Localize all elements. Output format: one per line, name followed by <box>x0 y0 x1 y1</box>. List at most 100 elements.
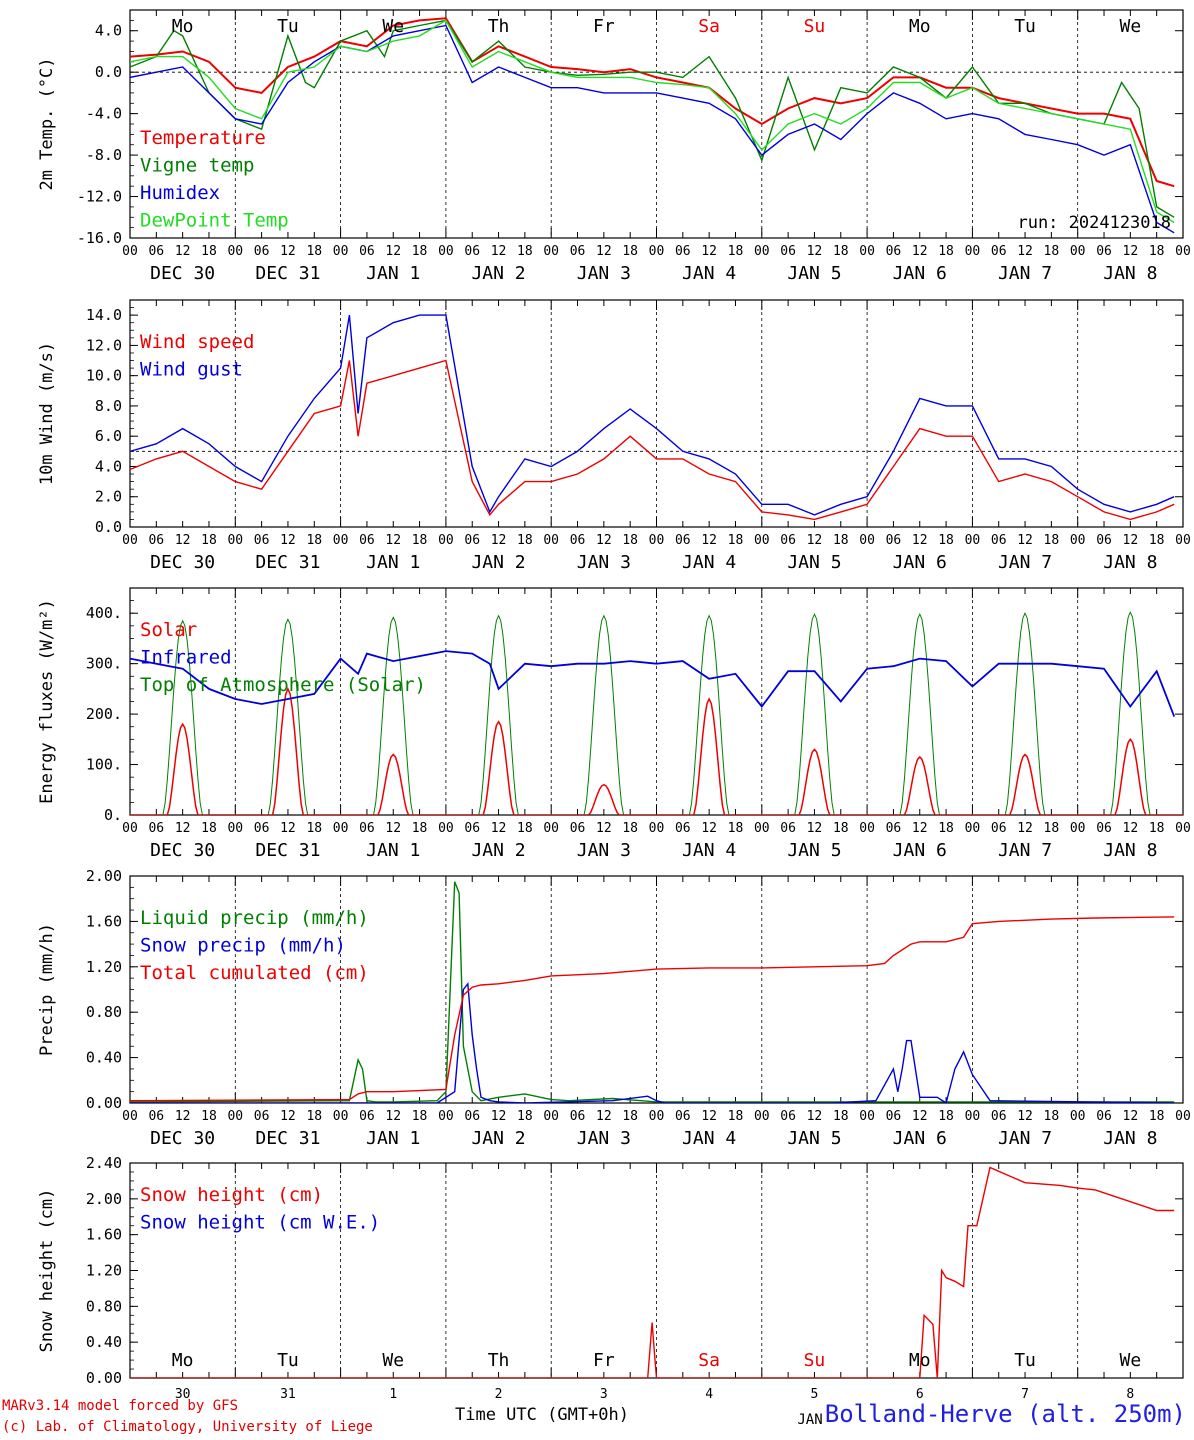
hour-label: 18 <box>1149 244 1165 259</box>
date-label: JAN 8 <box>1103 840 1157 861</box>
weekday-label: Su <box>804 1350 826 1371</box>
hour-label: 18 <box>938 1109 954 1124</box>
hour-label: 00 <box>122 821 138 836</box>
hour-label: 06 <box>359 1109 375 1124</box>
date-label: JAN 1 <box>366 552 420 573</box>
hour-label: 06 <box>1096 533 1112 548</box>
hour-label: 00 <box>649 821 665 836</box>
series-line <box>130 881 1175 1103</box>
legend-entry: DewPoint Temp <box>140 210 289 232</box>
weekday-label: We <box>1120 16 1142 37</box>
legend-entry: Snow height (cm W.E.) <box>140 1212 380 1234</box>
hour-label: 00 <box>1070 1109 1086 1124</box>
hour-label: 18 <box>517 533 533 548</box>
hour-label: 00 <box>965 244 981 259</box>
hour-label: 06 <box>464 1109 480 1124</box>
day-number-label: 1 <box>389 1387 397 1402</box>
hour-label: 06 <box>886 533 902 548</box>
date-label: JAN 3 <box>577 1128 631 1149</box>
hour-label: 18 <box>833 821 849 836</box>
hour-label: 00 <box>859 244 875 259</box>
hour-label: 00 <box>649 533 665 548</box>
y-tick-label: -16.0 <box>77 229 122 247</box>
hour-label: 00 <box>649 1109 665 1124</box>
date-label: JAN 5 <box>787 1128 841 1149</box>
date-label: JAN 4 <box>682 1128 736 1149</box>
time-axis-title: Time UTC (GMT+0h) <box>455 1405 629 1425</box>
hour-label: 12 <box>175 533 191 548</box>
hour-label: 00 <box>333 1109 349 1124</box>
hour-label: 00 <box>227 1109 243 1124</box>
hour-label: 18 <box>201 533 217 548</box>
hour-label: 18 <box>1044 533 1060 548</box>
y-tick-label: 14.0 <box>86 306 122 324</box>
hour-label: 12 <box>175 821 191 836</box>
hour-label: 18 <box>1044 821 1060 836</box>
hour-label: 06 <box>464 533 480 548</box>
y-tick-label: 0.80 <box>86 1297 122 1315</box>
day-number-label: 31 <box>280 1387 296 1402</box>
hour-label: 06 <box>780 821 796 836</box>
hour-label: 00 <box>227 533 243 548</box>
hour-label: 06 <box>675 244 691 259</box>
hour-label: 00 <box>754 533 770 548</box>
hour-label: 12 <box>807 533 823 548</box>
date-label: JAN 6 <box>893 552 947 573</box>
weekday-label: We <box>382 16 404 37</box>
date-label: JAN 8 <box>1103 263 1157 284</box>
hour-label: 18 <box>622 821 638 836</box>
series-line <box>130 24 1175 234</box>
hour-label: 12 <box>912 1109 928 1124</box>
hour-label: 06 <box>254 533 270 548</box>
weekday-label: Mo <box>172 1350 194 1371</box>
hour-label: 06 <box>886 1109 902 1124</box>
weekday-label: Mo <box>172 16 194 37</box>
legend-entry: Infrared <box>140 647 232 669</box>
date-label: DEC 30 <box>150 1128 215 1149</box>
date-label: DEC 30 <box>150 263 215 284</box>
hour-label: 18 <box>412 533 428 548</box>
hour-label: 06 <box>359 821 375 836</box>
hour-label: 00 <box>227 821 243 836</box>
hour-label: 06 <box>675 821 691 836</box>
hour-label: 06 <box>570 1109 586 1124</box>
hour-label: 00 <box>965 1109 981 1124</box>
hour-label: 00 <box>122 533 138 548</box>
weekday-label: Tu <box>277 1350 299 1371</box>
hour-label: 00 <box>438 1109 454 1124</box>
hour-label: 12 <box>912 533 928 548</box>
date-label: JAN 2 <box>471 840 525 861</box>
legend-entry: Snow height (cm) <box>140 1184 323 1206</box>
date-label: JAN 1 <box>366 263 420 284</box>
hour-label: 06 <box>254 244 270 259</box>
hour-label: 06 <box>148 1109 164 1124</box>
date-label: JAN 3 <box>577 552 631 573</box>
y-tick-label: 2.0 <box>95 488 122 506</box>
legend-entry: Wind gust <box>140 359 243 381</box>
hour-label: 12 <box>1017 244 1033 259</box>
weekday-label: Th <box>488 16 510 37</box>
hour-label: 00 <box>333 821 349 836</box>
hour-label: 00 <box>122 1109 138 1124</box>
hour-label: 00 <box>1175 533 1191 548</box>
day-number-label: 5 <box>811 1387 819 1402</box>
day-number-label: 8 <box>1126 1387 1134 1402</box>
y-tick-label: -12.0 <box>77 188 122 206</box>
hour-label: 18 <box>938 533 954 548</box>
jan-label: JAN <box>797 1412 822 1428</box>
hour-label: 18 <box>201 1109 217 1124</box>
y-tick-label: 8.0 <box>95 397 122 415</box>
panel-2: 14.0 12.0 10.0 8.0 6.0 4.0 2.0 0.0 10m Wind (m/s… <box>37 299 1191 573</box>
hour-label: 00 <box>333 533 349 548</box>
date-label: JAN 8 <box>1103 552 1157 573</box>
hour-label: 06 <box>359 533 375 548</box>
hour-label: 12 <box>701 533 717 548</box>
hour-label: 00 <box>1175 244 1191 259</box>
hour-label: 12 <box>1017 821 1033 836</box>
date-label: JAN 3 <box>577 840 631 861</box>
date-label: JAN 6 <box>893 840 947 861</box>
date-label: JAN 7 <box>998 1128 1052 1149</box>
y-axis-label: 2m Temp. (°C) <box>37 57 57 190</box>
y-tick-label: 1.60 <box>86 1226 122 1244</box>
hour-label: 00 <box>1175 821 1191 836</box>
